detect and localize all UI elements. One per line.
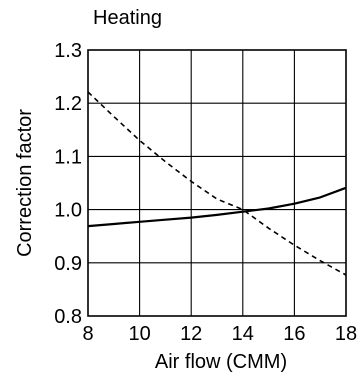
y-tick-label: 1.3: [54, 40, 82, 62]
x-tick-labels: 8 10 12 14 16 18: [82, 323, 357, 345]
plot-frame: [87, 49, 347, 317]
x-tick-label: 18: [335, 323, 357, 345]
x-tick-label: 10: [128, 323, 150, 345]
chart-title: Heating: [93, 7, 162, 29]
x-axis-label: Air flow (CMM): [155, 351, 287, 373]
x-tick-label: 16: [283, 323, 305, 345]
y-tick-label: 0.8: [54, 306, 82, 328]
x-tick-label: 12: [180, 323, 202, 345]
series-line-dashed: [87, 91, 347, 276]
series-line-solid: [87, 186, 347, 228]
x-tick-label: 8: [82, 323, 93, 345]
y-tick-label: 1.2: [54, 93, 82, 115]
y-axis-label: Correction factor: [14, 109, 36, 257]
y-tick-label: 1.0: [54, 200, 82, 222]
series-lines: [87, 91, 347, 276]
y-tick-label: 1.1: [54, 146, 82, 168]
grid: [88, 50, 346, 316]
y-tick-labels: 0.8 0.9 1.0 1.1 1.2 1.3: [54, 40, 82, 328]
y-tick-label: 0.9: [54, 253, 82, 275]
x-tick-label: 14: [232, 323, 254, 345]
